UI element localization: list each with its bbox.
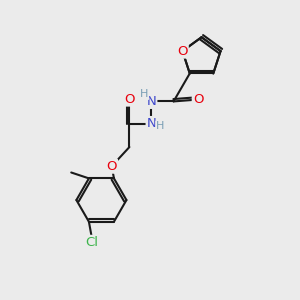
Text: O: O (177, 45, 188, 58)
Text: N: N (147, 95, 156, 108)
Text: H: H (156, 122, 164, 131)
Text: O: O (106, 160, 117, 173)
Text: N: N (147, 117, 156, 130)
Text: O: O (193, 93, 203, 106)
Text: Cl: Cl (85, 236, 98, 249)
Text: O: O (124, 93, 135, 106)
Text: H: H (140, 89, 148, 99)
